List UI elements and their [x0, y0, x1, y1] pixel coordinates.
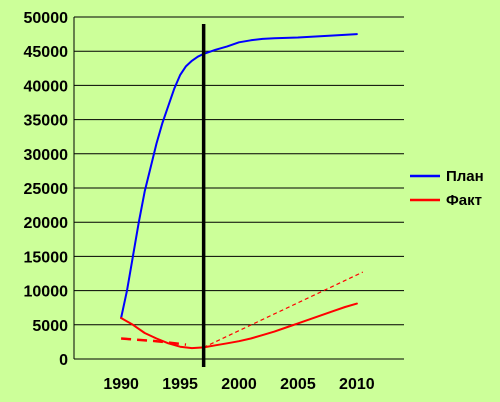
series-line-1 — [120, 302, 358, 350]
y-tick-label: 10000 — [24, 284, 69, 301]
series-lines — [120, 33, 364, 350]
x-tick-label: 2005 — [280, 376, 316, 393]
legend-box — [406, 156, 496, 216]
legend-label-plan: План — [446, 168, 484, 185]
x-tick-label: 2010 — [339, 376, 375, 393]
y-tick-label: 30000 — [24, 147, 69, 164]
y-tick-label: 5000 — [32, 318, 68, 335]
legend: План Факт — [406, 156, 496, 216]
y-tick-label: 15000 — [24, 249, 69, 266]
y-tick-label: 35000 — [24, 113, 69, 130]
y-tick-label: 50000 — [24, 10, 69, 27]
series-line-2 — [121, 337, 187, 346]
x-tick-labels: 1990 1995 2000 2005 2010 — [103, 376, 374, 393]
x-tick-label: 1995 — [162, 376, 198, 393]
series-line-0 — [120, 33, 358, 319]
y-tick-label: 40000 — [24, 78, 69, 95]
y-tick-label: 25000 — [24, 181, 69, 198]
axes — [73, 17, 404, 360]
y-tick-label: 0 — [59, 352, 68, 369]
y-tick-labels: 0 5000 10000 15000 20000 25000 30000 35000 40000… — [24, 10, 69, 369]
x-tick-label: 2000 — [221, 376, 257, 393]
y-tick-label: 45000 — [24, 44, 69, 61]
grid-lines — [74, 16, 404, 360]
series-line-3 — [203, 271, 364, 348]
x-tick-label: 1990 — [103, 376, 139, 393]
legend-label-fact: Факт — [446, 192, 482, 209]
y-tick-label: 20000 — [24, 215, 69, 232]
